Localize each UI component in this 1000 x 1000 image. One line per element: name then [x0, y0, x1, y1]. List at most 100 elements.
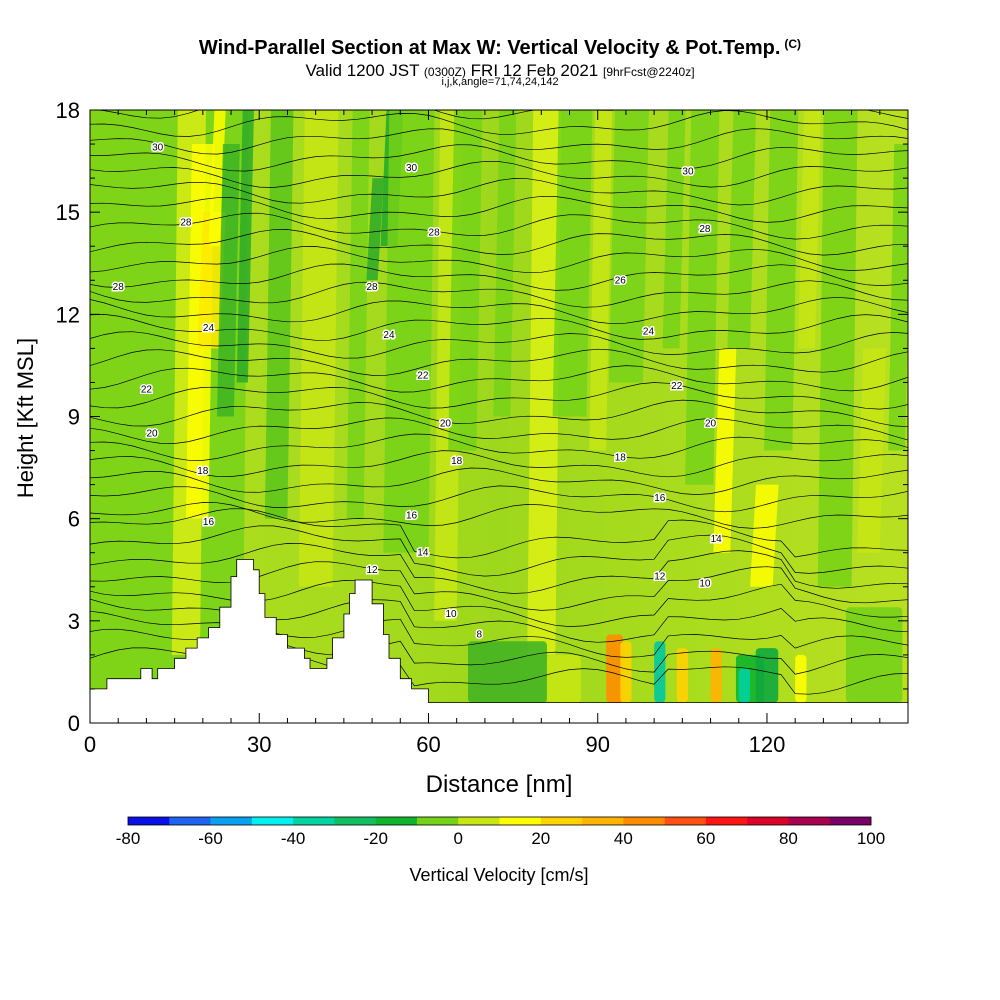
velocity-cell [755, 648, 779, 703]
x-tick-label: 90 [585, 732, 609, 757]
colorbar-swatch [416, 817, 459, 825]
velocity-streak [713, 348, 737, 553]
theta-contour-line [90, 382, 908, 410]
contour-label: 30 [406, 163, 418, 174]
contour-label: 22 [417, 371, 429, 382]
colorbar-swatch [499, 817, 542, 825]
y-tick-label: 9 [68, 405, 80, 430]
colorbar-tick-label: 20 [531, 829, 550, 848]
y-axis: 0 3 6 9 12 15 18 [56, 98, 908, 736]
theta-contour-line [90, 246, 908, 274]
theta-contour-line [95, 110, 908, 120]
y-tick-label: 6 [68, 507, 80, 532]
colorbar-tick-label: 80 [779, 829, 798, 848]
contour-label: 12 [367, 565, 379, 576]
valid-time-line: Valid 1200 JST (0300Z) FRI 12 Feb 2021 [… [0, 61, 1000, 81]
theta-contour-line [90, 525, 908, 577]
theta-contour-line [90, 502, 908, 529]
colorbar-tick-label: -20 [363, 829, 388, 848]
x-tick-label: 0 [84, 732, 96, 757]
theta-contour-line [90, 229, 908, 256]
colorbar-swatch [210, 817, 253, 825]
x-axis-label: Distance [nm] [426, 771, 573, 798]
y-tick-label: 0 [68, 711, 80, 736]
velocity-streak [346, 110, 370, 519]
velocity-streak [236, 110, 254, 383]
velocity-streak [662, 110, 686, 349]
colorbar-frame [127, 816, 872, 826]
colorbar-swatch [128, 817, 170, 825]
plot-area: 30 30 30 28 28 28 28 28 26 24 24 24 22 22 22 20 20 20 18 18… [89, 109, 909, 724]
contour-label: 24 [643, 326, 655, 337]
velocity-streak [797, 110, 821, 349]
contour-label: 16 [203, 517, 215, 528]
contour-label: 10 [699, 578, 711, 589]
colorbar-tick-label: -40 [281, 829, 306, 848]
velocity-streak [448, 110, 483, 451]
velocity-cell [795, 654, 807, 703]
contour-label: 28 [699, 224, 711, 235]
velocity-streak [685, 110, 720, 485]
theta-contour-line [90, 561, 908, 611]
theta-contour-line [90, 467, 908, 495]
colorbar-swatch [582, 817, 624, 825]
contour-label: 14 [711, 534, 723, 545]
contour-label: 28 [180, 217, 192, 228]
x-axis: 0 30 60 90 120 [84, 110, 909, 757]
contour-label: 28 [113, 282, 125, 293]
x-tick-label: 30 [247, 732, 271, 757]
contour-label: 28 [367, 282, 379, 293]
theta-contour-line [90, 110, 908, 137]
contour-label: 18 [197, 466, 209, 477]
contour-label: 22 [671, 381, 683, 392]
x-tick-label: 60 [416, 732, 440, 757]
valid-date: FRI 12 Feb 2021 [470, 61, 599, 80]
valid-utc: (0300Z) [423, 65, 466, 79]
colorbar-swatch [458, 817, 500, 825]
terrain [90, 559, 908, 723]
velocity-streak [208, 110, 226, 247]
section-info: i,j,k,angle=71,74,24,142 [441, 76, 559, 88]
colorbar-swatch [251, 817, 294, 825]
theta-contour-line [90, 296, 908, 325]
theta-contour-line [90, 331, 908, 359]
velocity-cell [546, 654, 581, 703]
theta-contour-line [90, 195, 908, 223]
y-axis-label: Height [Kft MSL] [13, 338, 38, 498]
colorbar-swatch [169, 817, 211, 825]
y-tick-label: 12 [56, 302, 80, 327]
colorbar-swatch [788, 817, 831, 825]
theta-contour-line [90, 314, 908, 341]
velocity-streak [817, 110, 858, 587]
velocity-streak [750, 484, 779, 587]
theta-contour-line [90, 485, 908, 513]
theta-contour-line [90, 128, 908, 155]
forecast-info: [9hrFcst@2240z] [602, 65, 695, 79]
contour-label: 8 [476, 629, 482, 640]
colorbar-tick-label: 0 [453, 829, 462, 848]
theta-contour-line [90, 280, 908, 308]
colorbar-swatch [293, 817, 335, 825]
contour-label: 16 [654, 493, 666, 504]
contour-label: 24 [203, 323, 215, 334]
contour-label: 20 [146, 429, 158, 440]
velocity-streak [493, 110, 517, 417]
colorbar-swatch [664, 817, 707, 825]
contour-label: 30 [152, 142, 164, 153]
contour-label: 16 [406, 510, 418, 521]
contour-label: 22 [141, 384, 153, 395]
velocity-cell [738, 668, 751, 703]
contour-label: 20 [705, 418, 717, 429]
chart-title: Wind-Parallel Section at Max W: Vertical… [0, 37, 1000, 60]
colorbar-swatch [334, 817, 376, 825]
velocity-cell [654, 641, 666, 703]
contour-label-group: 30 30 30 28 28 28 28 28 26 24 24 24 22 22 22 20 20 20 18 18… [111, 141, 724, 642]
velocity-streak [888, 144, 908, 451]
velocity-streak [298, 110, 339, 587]
colorbar-swatch [705, 817, 748, 825]
theta-contour-line [90, 178, 908, 206]
contour-label: 28 [429, 228, 441, 239]
velocity-streak [527, 110, 562, 655]
velocity-streak [216, 144, 240, 417]
